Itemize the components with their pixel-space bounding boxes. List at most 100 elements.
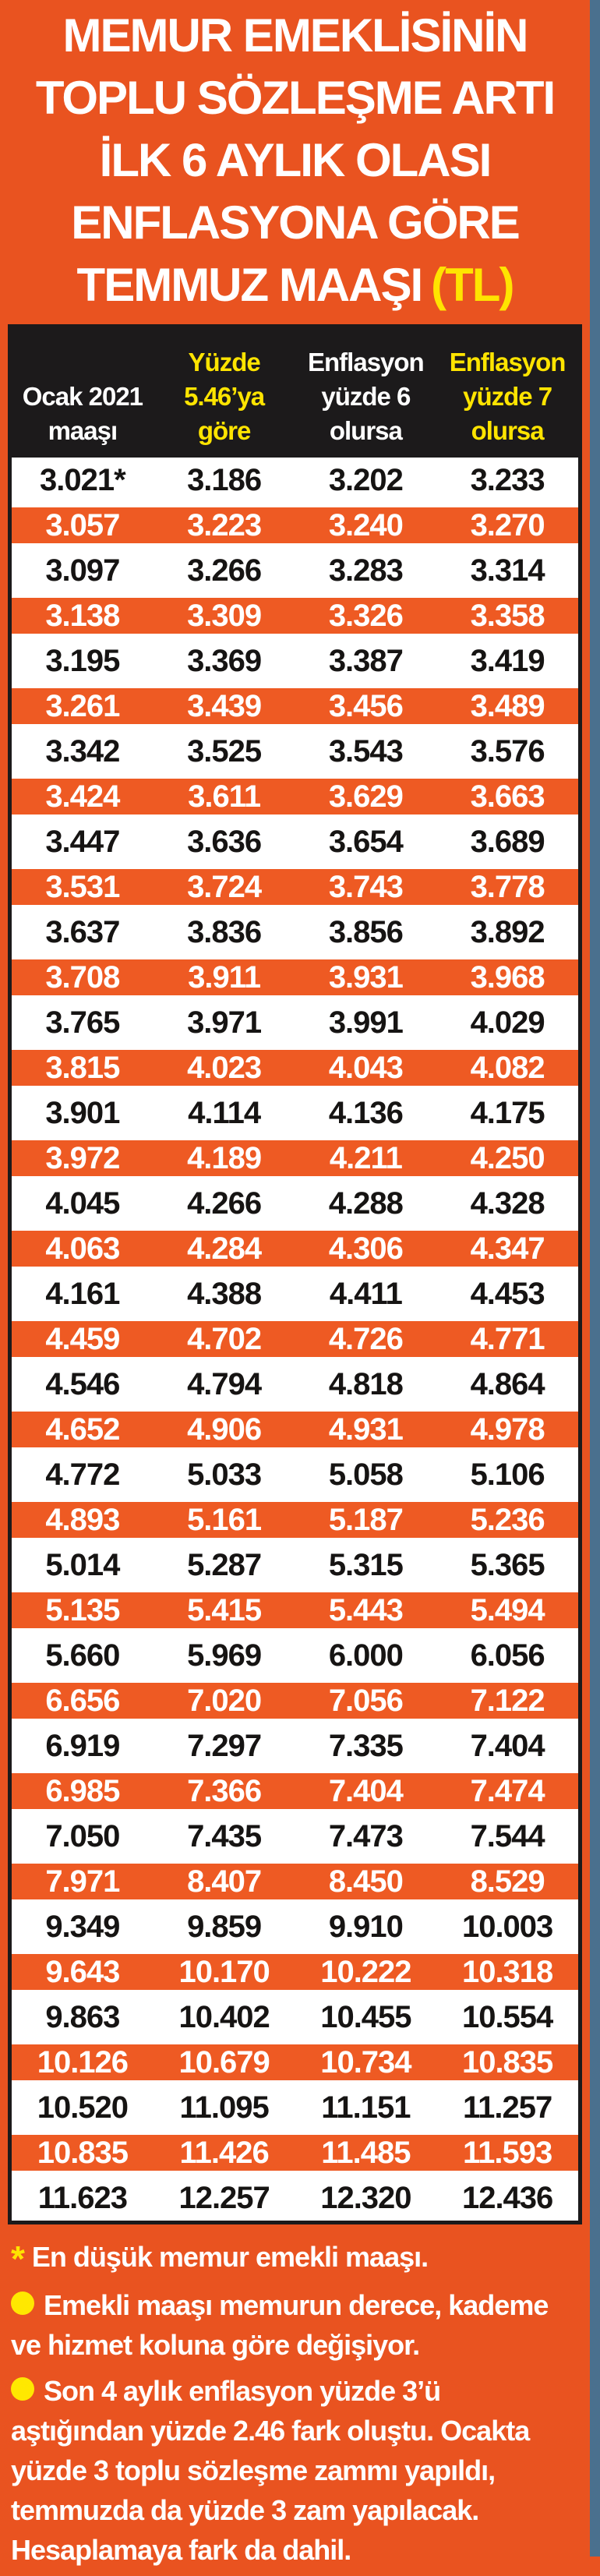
table-cell: 6.056 bbox=[470, 1638, 545, 1673]
table-cell: 5.365 bbox=[470, 1547, 545, 1582]
table-cell: 4.347 bbox=[470, 1231, 545, 1266]
table-cell: 3.270 bbox=[470, 507, 545, 542]
bullet-icon bbox=[11, 2292, 34, 2315]
table-cell: 9.910 bbox=[328, 1909, 404, 1944]
table-row: 9.349 9.859 9.910 10.003 bbox=[12, 1904, 578, 1949]
table-cell: 5.187 bbox=[328, 1502, 404, 1537]
table-cell: 9.859 bbox=[187, 1909, 262, 1944]
table-cell: 3.636 bbox=[187, 824, 262, 859]
table-row: 5.135 5.415 5.443 5.494 bbox=[12, 1588, 578, 1633]
table-cell: 12.257 bbox=[178, 2180, 270, 2215]
table-cell: 3.369 bbox=[187, 643, 262, 678]
table-cell: 4.546 bbox=[45, 1366, 120, 1401]
table-cell: 3.708 bbox=[45, 959, 120, 995]
table-cell: 10.402 bbox=[178, 1999, 270, 2034]
title-text: TEMMUZ MAAŞI bbox=[76, 259, 424, 311]
table-cell: 3.629 bbox=[328, 779, 404, 814]
table-cell: 5.969 bbox=[187, 1638, 262, 1673]
table-cell: 3.968 bbox=[470, 959, 545, 995]
table-cell: 4.175 bbox=[470, 1095, 545, 1130]
table-cell: 10.170 bbox=[178, 1954, 270, 1989]
table-cell: 6.000 bbox=[328, 1638, 404, 1673]
table-row: 10.126 10.679 10.734 10.835 bbox=[12, 2040, 578, 2085]
table-row: 3.057 3.223 3.240 3.270 bbox=[12, 503, 578, 548]
table-row: 9.643 10.170 10.222 10.318 bbox=[12, 1949, 578, 1995]
table-cell: 7.366 bbox=[187, 1773, 262, 1808]
table-cell: 4.978 bbox=[470, 1412, 545, 1447]
table-cell: 5.161 bbox=[187, 1502, 262, 1537]
table-row: 6.919 7.297 7.335 7.404 bbox=[12, 1723, 578, 1769]
title-line: TOPLU SÖZLEŞME ARTI bbox=[35, 72, 556, 124]
table-row: 6.656 7.020 7.056 7.122 bbox=[12, 1678, 578, 1723]
table-cell: 4.189 bbox=[187, 1140, 262, 1175]
table-cell: 4.726 bbox=[328, 1321, 404, 1356]
table-cell: 8.529 bbox=[470, 1864, 545, 1899]
table-cell: 3.654 bbox=[328, 824, 404, 859]
table-cell: 12.436 bbox=[461, 2180, 553, 2215]
table-cell: 7.971 bbox=[45, 1864, 120, 1899]
table-cell: 3.419 bbox=[470, 643, 545, 678]
table-cell: 4.931 bbox=[328, 1412, 404, 1447]
table-row: 3.195 3.369 3.387 3.419 bbox=[12, 638, 578, 684]
header-line: yüzde 7 bbox=[463, 382, 552, 411]
table-row: 4.161 4.388 4.411 4.453 bbox=[12, 1271, 578, 1316]
table-cell: 7.050 bbox=[45, 1818, 120, 1853]
table-cell: 3.358 bbox=[470, 598, 545, 633]
table-cell: 3.724 bbox=[187, 869, 262, 904]
table-cell: 5.315 bbox=[328, 1547, 404, 1582]
table-cell: 4.411 bbox=[329, 1276, 403, 1311]
table-cell: 8.407 bbox=[187, 1864, 262, 1899]
table-cell: 7.435 bbox=[187, 1818, 262, 1853]
header-line: olursa bbox=[471, 416, 545, 445]
table-cell: 3.743 bbox=[328, 869, 404, 904]
table-row: 3.637 3.836 3.856 3.892 bbox=[12, 910, 578, 955]
table-row: 4.546 4.794 4.818 4.864 bbox=[12, 1362, 578, 1407]
table-cell: 3.836 bbox=[187, 914, 262, 949]
header-line: yüzde 6 bbox=[321, 382, 411, 411]
table-row: 9.863 10.402 10.455 10.554 bbox=[12, 1995, 578, 2040]
table-cell: 10.554 bbox=[461, 1999, 553, 2034]
table-cell: 4.250 bbox=[470, 1140, 545, 1175]
table-row: 10.520 11.095 11.151 11.257 bbox=[12, 2085, 578, 2130]
table-cell: 3.283 bbox=[328, 553, 404, 588]
table-cell: 4.328 bbox=[470, 1186, 545, 1221]
table-cell: 3.424 bbox=[45, 779, 120, 814]
table-cell: 3.223 bbox=[187, 507, 262, 542]
table-row: 5.014 5.287 5.315 5.365 bbox=[12, 1542, 578, 1588]
table-cell: 3.525 bbox=[187, 733, 262, 769]
table-cell: 5.033 bbox=[187, 1457, 262, 1492]
table-row: 7.971 8.407 8.450 8.529 bbox=[12, 1859, 578, 1904]
table-cell: 3.387 bbox=[328, 643, 404, 678]
table-cell: 7.122 bbox=[470, 1683, 545, 1718]
table-row: 3.424 3.611 3.629 3.663 bbox=[12, 774, 578, 819]
table-cell: 4.702 bbox=[187, 1321, 262, 1356]
table-cell: 4.211 bbox=[329, 1140, 403, 1175]
table-cell: 4.063 bbox=[45, 1231, 120, 1266]
table-cell: 3.447 bbox=[45, 824, 120, 859]
column-header-enflasyon-6: Enflasyon yüzde 6 olursa bbox=[295, 345, 437, 448]
table-row: 3.901 4.114 4.136 4.175 bbox=[12, 1090, 578, 1136]
table-cell: 7.404 bbox=[470, 1728, 545, 1763]
table-cell: 7.474 bbox=[470, 1773, 545, 1808]
table-row: 4.063 4.284 4.306 4.347 bbox=[12, 1226, 578, 1271]
table-cell: 4.453 bbox=[470, 1276, 545, 1311]
table-row: 4.772 5.033 5.058 5.106 bbox=[12, 1452, 578, 1497]
title-line-last: TEMMUZ MAAŞI (TL) bbox=[0, 254, 590, 316]
footnote-text: En düşük memur emekli maaşı. bbox=[31, 2241, 429, 2273]
table-cell: 9.643 bbox=[45, 1954, 120, 1989]
table-row: 3.261 3.439 3.456 3.489 bbox=[12, 684, 578, 729]
header-line: olursa bbox=[329, 416, 403, 445]
table-cell: 8.450 bbox=[328, 1864, 404, 1899]
table-cell: 5.236 bbox=[470, 1502, 545, 1537]
table-cell: 7.544 bbox=[470, 1818, 545, 1853]
table-cell: 5.287 bbox=[187, 1547, 262, 1582]
table-body: 3.021* 3.186 3.202 3.233 3.057 3.223 3.240 3.27… bbox=[12, 458, 578, 2221]
table-cell: 5.494 bbox=[470, 1592, 545, 1627]
header-line: Ocak 2021 bbox=[22, 382, 143, 411]
table-cell: 3.266 bbox=[187, 553, 262, 588]
table-cell: 10.455 bbox=[320, 1999, 411, 2034]
table-cell: 6.985 bbox=[45, 1773, 120, 1808]
table-cell: 3.765 bbox=[45, 1005, 120, 1040]
table-header-row: Ocak 2021 maaşı Yüzde 5.46’ya göre Enfla… bbox=[12, 328, 578, 458]
